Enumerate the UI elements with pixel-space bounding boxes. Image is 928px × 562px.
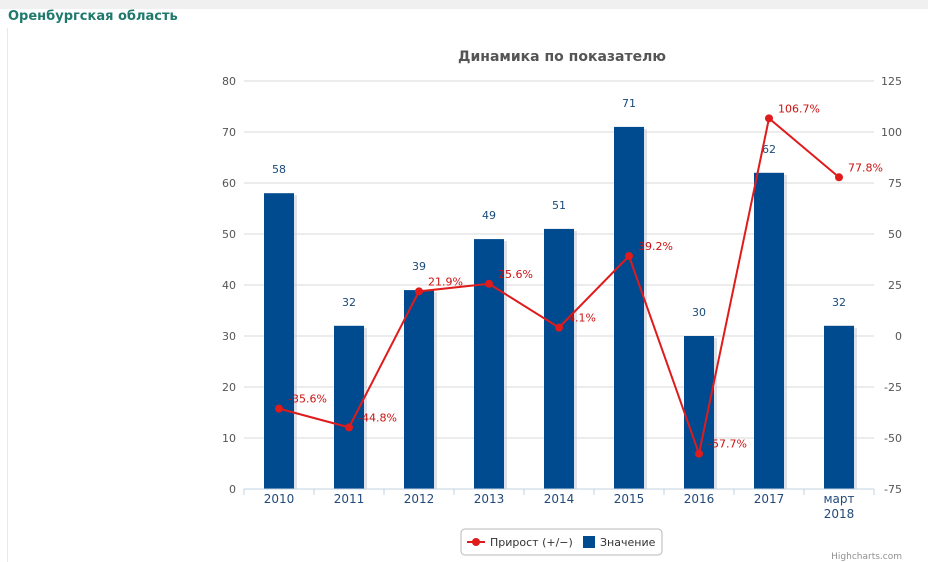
right-tick-label: -50 <box>884 432 902 445</box>
bar[interactable] <box>754 172 784 490</box>
left-tick-label: 70 <box>222 126 236 139</box>
region-title: Оренбургская область <box>8 9 178 24</box>
bar-label: 32 <box>832 296 846 309</box>
bar-label: 49 <box>482 209 496 222</box>
left-tick-label: 30 <box>222 330 236 343</box>
right-tick-label: 75 <box>888 177 902 190</box>
line-series <box>275 114 843 458</box>
legend-bar-symbol <box>583 536 595 548</box>
left-tick-label: 10 <box>222 432 236 445</box>
right-tick-label: -25 <box>884 381 902 394</box>
left-tick-label: 20 <box>222 381 236 394</box>
chart-title: Динамика по показателю <box>458 49 666 65</box>
bar[interactable] <box>614 126 644 490</box>
x-tick-label: 2016 <box>684 492 715 506</box>
growth-point[interactable] <box>765 114 773 123</box>
left-tick-label: 80 <box>222 75 236 88</box>
right-tick-label: 125 <box>881 75 902 88</box>
growth-point[interactable] <box>555 323 563 332</box>
x-axis: 2010 2011 2012 2013 2014 2015 2016 2017 март 2018 <box>243 488 875 521</box>
growth-label: -44.8% <box>358 411 397 424</box>
x-tick-label: 2013 <box>474 492 505 506</box>
x-tick-label: 2014 <box>544 492 575 506</box>
bar[interactable] <box>544 228 574 489</box>
bar-labels: 58 32 39 49 51 71 30 62 32 <box>272 97 846 319</box>
left-tick-label: 50 <box>222 228 236 241</box>
right-tick-label: 100 <box>881 126 902 139</box>
bar-label: 62 <box>762 143 776 156</box>
bar-label: 71 <box>622 97 636 110</box>
panel-border <box>7 28 8 562</box>
top-bar <box>0 0 928 9</box>
growth-label: 25.6% <box>498 268 533 281</box>
bar-label: 51 <box>552 199 566 212</box>
x-tick-label: 2010 <box>264 492 295 506</box>
growth-point[interactable] <box>345 423 353 432</box>
bar[interactable] <box>824 325 854 489</box>
right-tick-label: 50 <box>888 228 902 241</box>
growth-label: 77.8% <box>848 161 883 174</box>
growth-point[interactable] <box>695 449 703 458</box>
growth-label: -35.6% <box>288 393 327 406</box>
growth-point[interactable] <box>485 279 493 288</box>
bar[interactable] <box>264 193 294 489</box>
legend-box <box>460 528 663 556</box>
bar[interactable] <box>404 290 434 489</box>
right-axis: -75 -50 -25 0 25 50 75 100 125 <box>881 75 902 496</box>
growth-label: 39.2% <box>638 240 673 253</box>
growth-point[interactable] <box>275 404 283 413</box>
growth-point[interactable] <box>835 173 843 182</box>
bar[interactable] <box>684 336 714 489</box>
left-tick-label: 60 <box>222 177 236 190</box>
x-tick-label: март 2018 <box>823 492 854 521</box>
x-tick-label: 2017 <box>754 492 785 506</box>
right-tick-label: -75 <box>884 483 902 496</box>
x-tick-label: 2011 <box>334 492 365 506</box>
x-tick-label: 2015 <box>614 492 645 506</box>
growth-label: 4.1% <box>568 312 596 325</box>
legend-item-value[interactable]: Значение <box>600 536 656 549</box>
growth-label: 21.9% <box>428 275 463 288</box>
growth-label: -57.7% <box>708 438 747 451</box>
legend-item-growth[interactable]: Прирост (+/−) <box>490 536 573 549</box>
left-tick-label: 0 <box>229 483 236 496</box>
right-tick-label: 0 <box>895 330 902 343</box>
bar-label: 58 <box>272 163 286 176</box>
legend-line-marker <box>472 538 480 546</box>
left-axis: 0 10 20 30 40 50 60 70 80 <box>222 75 236 496</box>
legend[interactable]: Прирост (+/−) Значение <box>460 528 663 556</box>
x-tick-label: 2012 <box>404 492 435 506</box>
line-labels: -35.6% -44.8% 21.9% 25.6% 4.1% 39.2% -57.7% 106… <box>288 102 883 450</box>
growth-label: 106.7% <box>778 102 820 115</box>
bar-label: 39 <box>412 260 426 273</box>
credit: Highcharts.com <box>831 552 902 562</box>
growth-point[interactable] <box>415 287 423 296</box>
bar-label: 30 <box>692 306 706 319</box>
growth-point[interactable] <box>625 252 633 261</box>
right-tick-label: 25 <box>888 279 902 292</box>
left-tick-label: 40 <box>222 279 236 292</box>
bar-label: 32 <box>342 296 356 309</box>
